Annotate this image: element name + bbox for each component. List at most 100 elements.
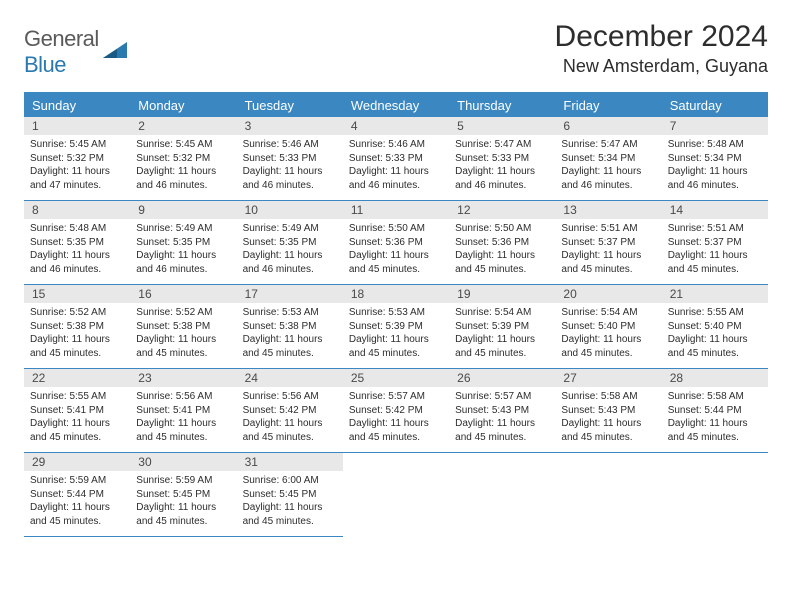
page-header: General Blue December 2024 New Amsterdam… bbox=[24, 20, 768, 78]
day-header: Tuesday bbox=[237, 94, 343, 117]
day-cell: 23Sunrise: 5:56 AMSunset: 5:41 PMDayligh… bbox=[130, 369, 236, 453]
day-header: Wednesday bbox=[343, 94, 449, 117]
day-number: 3 bbox=[237, 117, 343, 135]
day-cell: 2Sunrise: 5:45 AMSunset: 5:32 PMDaylight… bbox=[130, 117, 236, 201]
empty-cell bbox=[449, 453, 555, 537]
day-info: Sunrise: 5:45 AMSunset: 5:32 PMDaylight:… bbox=[130, 135, 236, 192]
day-info: Sunrise: 5:45 AMSunset: 5:32 PMDaylight:… bbox=[24, 135, 130, 192]
day-number: 18 bbox=[343, 285, 449, 303]
day-info: Sunrise: 5:53 AMSunset: 5:39 PMDaylight:… bbox=[343, 303, 449, 360]
logo-text-gray: General bbox=[24, 26, 99, 51]
day-number: 19 bbox=[449, 285, 555, 303]
day-cell: 15Sunrise: 5:52 AMSunset: 5:38 PMDayligh… bbox=[24, 285, 130, 369]
day-number: 22 bbox=[24, 369, 130, 387]
day-cell: 5Sunrise: 5:47 AMSunset: 5:33 PMDaylight… bbox=[449, 117, 555, 201]
day-cell: 10Sunrise: 5:49 AMSunset: 5:35 PMDayligh… bbox=[237, 201, 343, 285]
day-info: Sunrise: 5:48 AMSunset: 5:35 PMDaylight:… bbox=[24, 219, 130, 276]
day-cell: 25Sunrise: 5:57 AMSunset: 5:42 PMDayligh… bbox=[343, 369, 449, 453]
day-cell: 31Sunrise: 6:00 AMSunset: 5:45 PMDayligh… bbox=[237, 453, 343, 537]
day-number: 29 bbox=[24, 453, 130, 471]
day-cell: 26Sunrise: 5:57 AMSunset: 5:43 PMDayligh… bbox=[449, 369, 555, 453]
day-info: Sunrise: 5:59 AMSunset: 5:44 PMDaylight:… bbox=[24, 471, 130, 528]
day-number: 26 bbox=[449, 369, 555, 387]
day-cell: 22Sunrise: 5:55 AMSunset: 5:41 PMDayligh… bbox=[24, 369, 130, 453]
day-cell: 29Sunrise: 5:59 AMSunset: 5:44 PMDayligh… bbox=[24, 453, 130, 537]
day-info: Sunrise: 5:49 AMSunset: 5:35 PMDaylight:… bbox=[237, 219, 343, 276]
day-cell: 27Sunrise: 5:58 AMSunset: 5:43 PMDayligh… bbox=[555, 369, 661, 453]
day-number: 21 bbox=[662, 285, 768, 303]
day-info: Sunrise: 5:50 AMSunset: 5:36 PMDaylight:… bbox=[449, 219, 555, 276]
day-info: Sunrise: 5:52 AMSunset: 5:38 PMDaylight:… bbox=[24, 303, 130, 360]
day-cell: 16Sunrise: 5:52 AMSunset: 5:38 PMDayligh… bbox=[130, 285, 236, 369]
day-info: Sunrise: 5:51 AMSunset: 5:37 PMDaylight:… bbox=[662, 219, 768, 276]
day-info: Sunrise: 5:56 AMSunset: 5:41 PMDaylight:… bbox=[130, 387, 236, 444]
day-cell: 21Sunrise: 5:55 AMSunset: 5:40 PMDayligh… bbox=[662, 285, 768, 369]
day-info: Sunrise: 5:58 AMSunset: 5:43 PMDaylight:… bbox=[555, 387, 661, 444]
day-info: Sunrise: 5:47 AMSunset: 5:33 PMDaylight:… bbox=[449, 135, 555, 192]
day-info: Sunrise: 5:54 AMSunset: 5:40 PMDaylight:… bbox=[555, 303, 661, 360]
triangle-icon bbox=[103, 40, 127, 65]
day-cell: 28Sunrise: 5:58 AMSunset: 5:44 PMDayligh… bbox=[662, 369, 768, 453]
day-cell: 8Sunrise: 5:48 AMSunset: 5:35 PMDaylight… bbox=[24, 201, 130, 285]
day-number: 13 bbox=[555, 201, 661, 219]
day-cell: 12Sunrise: 5:50 AMSunset: 5:36 PMDayligh… bbox=[449, 201, 555, 285]
day-number: 10 bbox=[237, 201, 343, 219]
month-title: December 2024 bbox=[555, 20, 768, 54]
location-label: New Amsterdam, Guyana bbox=[555, 56, 768, 77]
day-number: 4 bbox=[343, 117, 449, 135]
day-number: 25 bbox=[343, 369, 449, 387]
day-number: 12 bbox=[449, 201, 555, 219]
day-cell: 3Sunrise: 5:46 AMSunset: 5:33 PMDaylight… bbox=[237, 117, 343, 201]
day-info: Sunrise: 5:59 AMSunset: 5:45 PMDaylight:… bbox=[130, 471, 236, 528]
day-cell: 19Sunrise: 5:54 AMSunset: 5:39 PMDayligh… bbox=[449, 285, 555, 369]
day-number: 8 bbox=[24, 201, 130, 219]
day-number: 15 bbox=[24, 285, 130, 303]
day-header: Monday bbox=[130, 94, 236, 117]
day-info: Sunrise: 5:56 AMSunset: 5:42 PMDaylight:… bbox=[237, 387, 343, 444]
day-cell: 1Sunrise: 5:45 AMSunset: 5:32 PMDaylight… bbox=[24, 117, 130, 201]
day-number: 23 bbox=[130, 369, 236, 387]
empty-cell bbox=[662, 453, 768, 537]
day-number: 14 bbox=[662, 201, 768, 219]
day-cell: 6Sunrise: 5:47 AMSunset: 5:34 PMDaylight… bbox=[555, 117, 661, 201]
day-number: 9 bbox=[130, 201, 236, 219]
day-cell: 9Sunrise: 5:49 AMSunset: 5:35 PMDaylight… bbox=[130, 201, 236, 285]
day-info: Sunrise: 5:53 AMSunset: 5:38 PMDaylight:… bbox=[237, 303, 343, 360]
day-cell: 18Sunrise: 5:53 AMSunset: 5:39 PMDayligh… bbox=[343, 285, 449, 369]
day-info: Sunrise: 5:55 AMSunset: 5:40 PMDaylight:… bbox=[662, 303, 768, 360]
day-header: Friday bbox=[555, 94, 661, 117]
day-info: Sunrise: 5:47 AMSunset: 5:34 PMDaylight:… bbox=[555, 135, 661, 192]
day-cell: 30Sunrise: 5:59 AMSunset: 5:45 PMDayligh… bbox=[130, 453, 236, 537]
day-header: Sunday bbox=[24, 94, 130, 117]
day-info: Sunrise: 6:00 AMSunset: 5:45 PMDaylight:… bbox=[237, 471, 343, 528]
day-info: Sunrise: 5:55 AMSunset: 5:41 PMDaylight:… bbox=[24, 387, 130, 444]
empty-cell bbox=[555, 453, 661, 537]
day-cell: 14Sunrise: 5:51 AMSunset: 5:37 PMDayligh… bbox=[662, 201, 768, 285]
day-number: 17 bbox=[237, 285, 343, 303]
day-number: 16 bbox=[130, 285, 236, 303]
day-cell: 24Sunrise: 5:56 AMSunset: 5:42 PMDayligh… bbox=[237, 369, 343, 453]
day-info: Sunrise: 5:51 AMSunset: 5:37 PMDaylight:… bbox=[555, 219, 661, 276]
day-number: 2 bbox=[130, 117, 236, 135]
logo: General Blue bbox=[24, 26, 127, 78]
day-number: 5 bbox=[449, 117, 555, 135]
day-number: 6 bbox=[555, 117, 661, 135]
day-cell: 13Sunrise: 5:51 AMSunset: 5:37 PMDayligh… bbox=[555, 201, 661, 285]
day-cell: 4Sunrise: 5:46 AMSunset: 5:33 PMDaylight… bbox=[343, 117, 449, 201]
day-info: Sunrise: 5:46 AMSunset: 5:33 PMDaylight:… bbox=[343, 135, 449, 192]
day-number: 1 bbox=[24, 117, 130, 135]
empty-cell bbox=[343, 453, 449, 537]
day-number: 20 bbox=[555, 285, 661, 303]
title-block: December 2024 New Amsterdam, Guyana bbox=[555, 20, 768, 77]
day-info: Sunrise: 5:50 AMSunset: 5:36 PMDaylight:… bbox=[343, 219, 449, 276]
day-info: Sunrise: 5:49 AMSunset: 5:35 PMDaylight:… bbox=[130, 219, 236, 276]
day-cell: 11Sunrise: 5:50 AMSunset: 5:36 PMDayligh… bbox=[343, 201, 449, 285]
day-cell: 17Sunrise: 5:53 AMSunset: 5:38 PMDayligh… bbox=[237, 285, 343, 369]
day-info: Sunrise: 5:58 AMSunset: 5:44 PMDaylight:… bbox=[662, 387, 768, 444]
day-cell: 20Sunrise: 5:54 AMSunset: 5:40 PMDayligh… bbox=[555, 285, 661, 369]
day-info: Sunrise: 5:52 AMSunset: 5:38 PMDaylight:… bbox=[130, 303, 236, 360]
day-number: 24 bbox=[237, 369, 343, 387]
day-cell: 7Sunrise: 5:48 AMSunset: 5:34 PMDaylight… bbox=[662, 117, 768, 201]
day-number: 7 bbox=[662, 117, 768, 135]
logo-text: General Blue bbox=[24, 26, 99, 78]
